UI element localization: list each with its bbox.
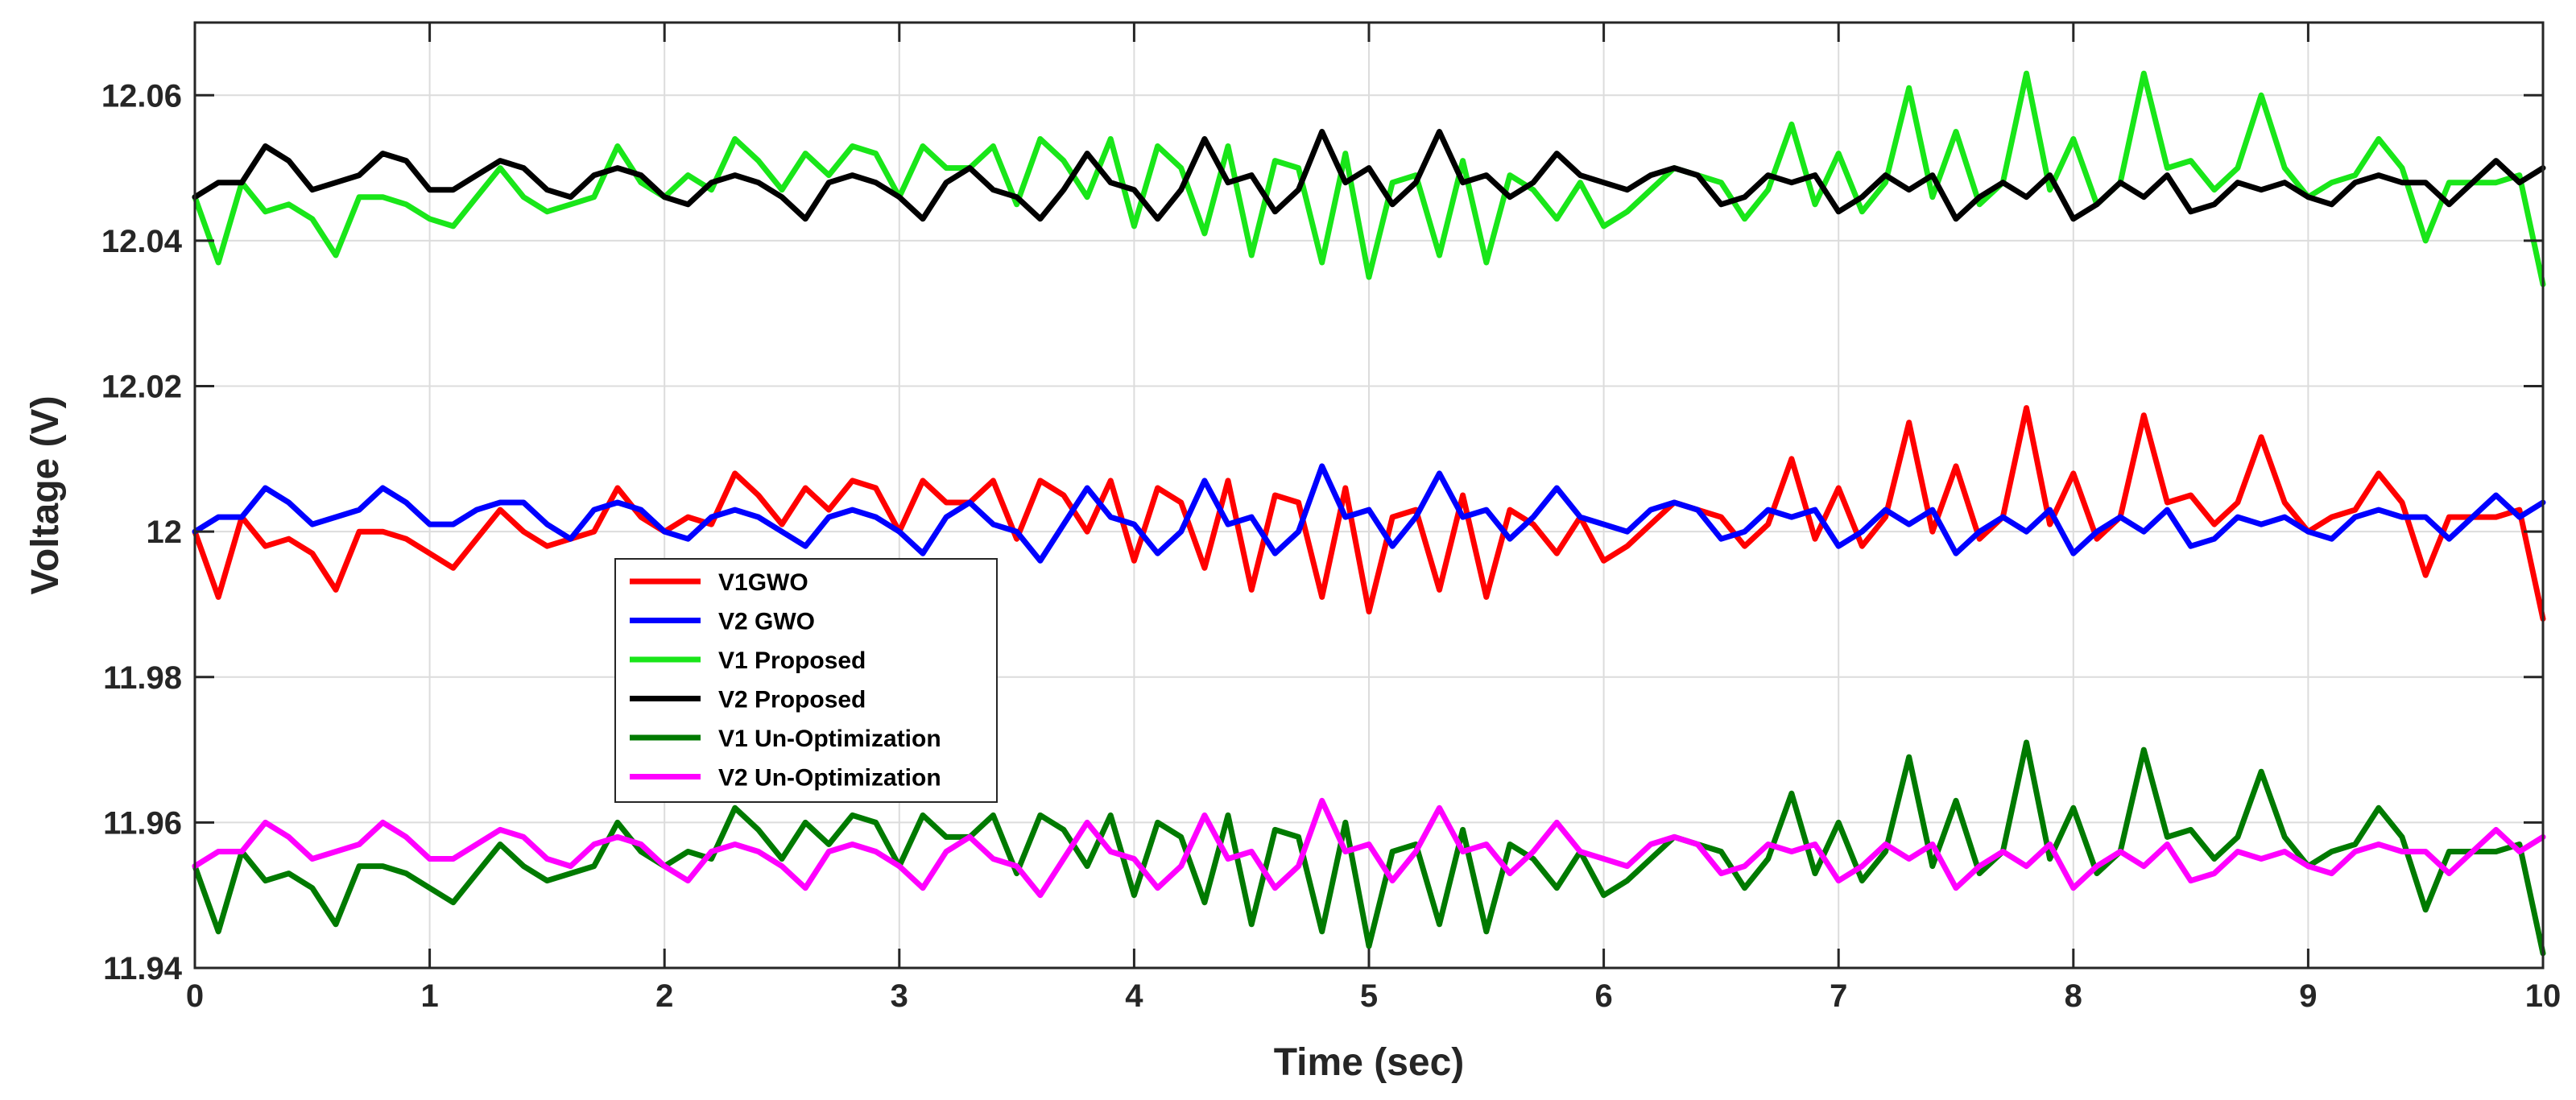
x-tick-label: 0 bbox=[186, 978, 204, 1014]
y-tick-label: 11.98 bbox=[103, 660, 182, 696]
series-line-v2-un-optimization bbox=[192, 797, 2546, 899]
x-axis-label: Time (sec) bbox=[1274, 1041, 1465, 1084]
legend-entries: V1GWO V2 GWO V1 Proposed V2 Proposed V1 Un-O… bbox=[630, 569, 941, 792]
series-line-v1-un-optimization bbox=[192, 739, 2546, 957]
series-line-v1-proposed bbox=[192, 70, 2546, 287]
x-tick-label: 6 bbox=[1594, 978, 1612, 1014]
x-tick-label: 7 bbox=[1830, 978, 1847, 1014]
y-tick-label: 12.04 bbox=[101, 224, 183, 259]
x-tick-label: 9 bbox=[2299, 978, 2317, 1014]
x-tick-labels: 0 1 2 3 4 5 6 7 8 9 10 bbox=[186, 978, 2561, 1014]
y-tick-label: 12.06 bbox=[101, 78, 182, 114]
y-axis-label: Voltage (V) bbox=[24, 395, 67, 594]
legend-label-v1-proposed: V1 Proposed bbox=[718, 647, 866, 674]
series-lines bbox=[192, 70, 2546, 957]
series-line-v1gwo bbox=[192, 405, 2546, 622]
y-tick-labels: 11.94 11.96 11.98 12 12.02 12.04 12.06 bbox=[101, 78, 183, 986]
x-tick-label: 2 bbox=[655, 978, 673, 1014]
legend-box bbox=[614, 558, 998, 803]
legend: V1GWO V2 GWO V1 Proposed V2 Proposed V1 Un-O… bbox=[614, 558, 998, 803]
legend-label-v2-un-optimization: V2 Un-Optimization bbox=[718, 765, 941, 792]
legend-label-v1-un-optimization: V1 Un-Optimization bbox=[718, 726, 941, 752]
legend-label-v2-proposed: V2 Proposed bbox=[718, 687, 866, 713]
y-tick-label: 12.02 bbox=[101, 370, 182, 405]
x-tick-label: 1 bbox=[420, 978, 438, 1014]
x-tick-label: 3 bbox=[891, 978, 908, 1014]
series-line-v2-proposed bbox=[192, 129, 2546, 222]
x-tick-label: 10 bbox=[2525, 978, 2562, 1014]
legend-label-v2-gwo: V2 GWO bbox=[718, 609, 815, 635]
axis-ticks bbox=[193, 23, 2545, 970]
legend-label-v1gwo: V1GWO bbox=[718, 569, 808, 596]
x-tick-label: 8 bbox=[2065, 978, 2082, 1014]
y-tick-label: 12 bbox=[147, 515, 183, 550]
y-tick-label: 11.96 bbox=[103, 805, 182, 841]
x-tick-label: 4 bbox=[1125, 978, 1143, 1014]
y-tick-label: 11.94 bbox=[103, 951, 183, 986]
x-tick-label: 5 bbox=[1360, 978, 1378, 1014]
series-line-v2-gwo bbox=[192, 463, 2546, 564]
